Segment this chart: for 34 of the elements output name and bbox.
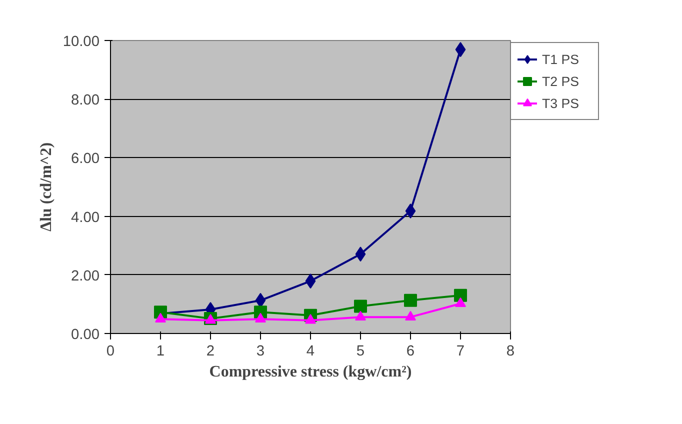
y-tick-label: 10.00	[62, 34, 100, 50]
x-tick-label: 8	[506, 344, 515, 360]
y-tick-label: 0.00	[70, 327, 100, 343]
point	[355, 310, 366, 320]
legend-label: T2 PS	[542, 74, 580, 88]
point	[305, 314, 316, 324]
point	[255, 292, 266, 308]
x-tick-label: 0	[106, 344, 115, 360]
x-tick-label: 7	[456, 344, 465, 360]
point	[455, 42, 466, 58]
point	[155, 312, 166, 323]
y-tick-label: 4.00	[70, 210, 100, 226]
y-tick-label: 6.00	[70, 151, 100, 168]
x-tick-label: 3	[256, 344, 265, 360]
x-tick-label: 2	[206, 344, 215, 360]
point	[354, 300, 367, 313]
y-axis-title: Δlu (cd/m^2)	[38, 142, 55, 232]
legend-label: T1 PS	[542, 52, 580, 66]
point	[455, 297, 466, 307]
point	[404, 294, 417, 307]
legend-label: T3 PS	[542, 96, 580, 110]
point	[454, 288, 467, 302]
point	[255, 312, 266, 323]
x-axis-title: Compressive stress (kgw/cm²)	[209, 364, 412, 380]
y-tick-label: 8.00	[70, 92, 100, 109]
y-tick-label: 2.00	[70, 268, 100, 284]
point	[355, 246, 366, 262]
point	[305, 274, 316, 289]
x-tick-label: 5	[356, 344, 365, 360]
point	[405, 310, 416, 320]
point	[405, 204, 416, 219]
x-tick-label: 4	[306, 344, 315, 360]
x-tick-label: 6	[406, 344, 415, 360]
x-tick-label: 1	[156, 344, 165, 360]
